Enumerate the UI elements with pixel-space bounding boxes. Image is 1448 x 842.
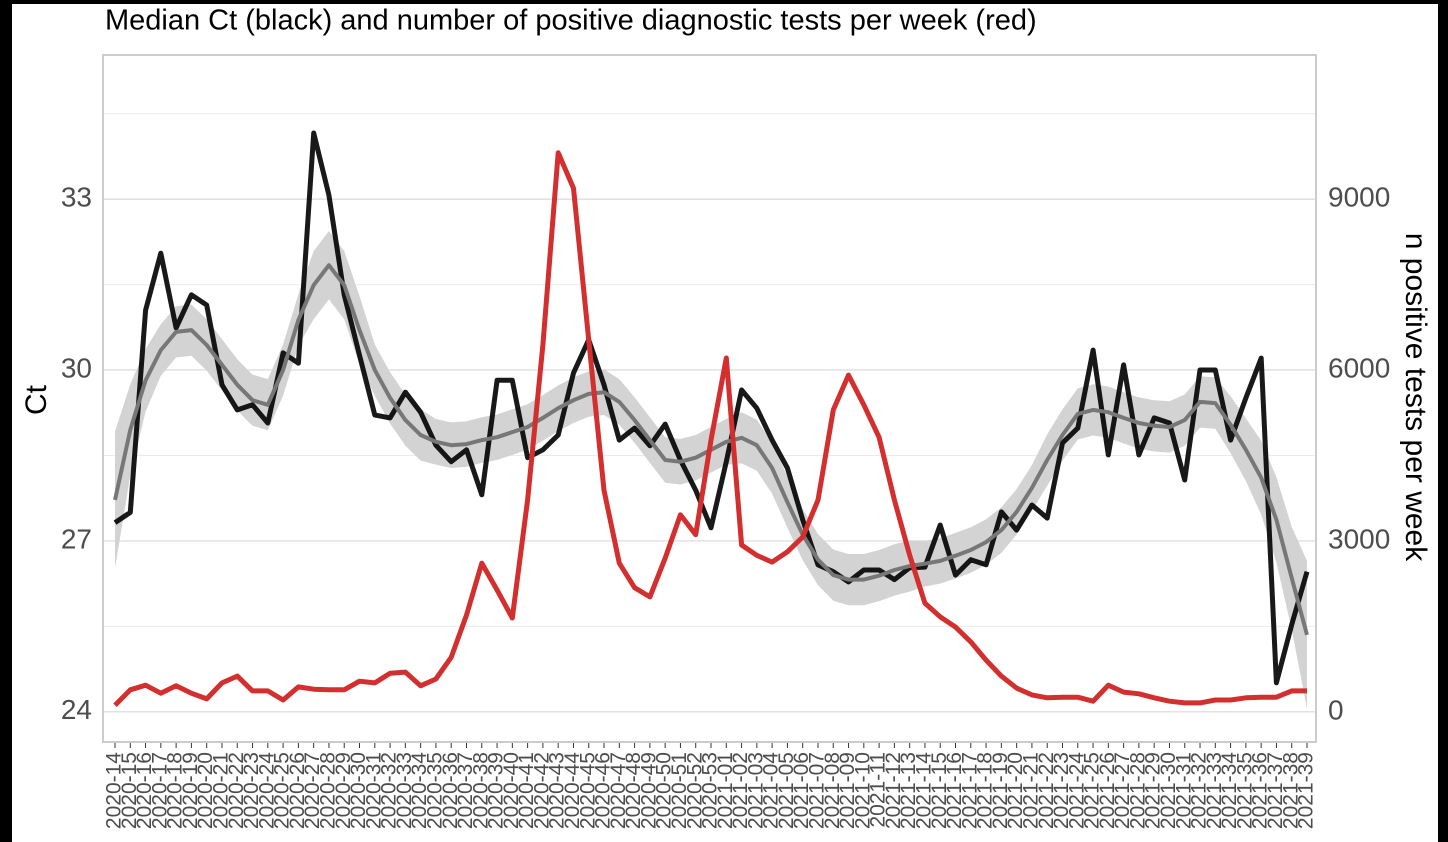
x-tick-label: 2020-43 xyxy=(546,752,569,829)
x-tick-label: 2021-09 xyxy=(836,752,859,829)
x-tick-label: 2020-48 xyxy=(622,752,645,829)
x-tick-label: 2020-26 xyxy=(286,752,309,829)
x-tick-label: 2021-03 xyxy=(744,752,767,829)
x-tick-label: 2021-29 xyxy=(1142,752,1165,829)
x-tick-label: 2021-22 xyxy=(1035,752,1058,829)
x-tick-label: 2021-37 xyxy=(1264,752,1287,829)
x-tick-label: 2021-07 xyxy=(806,752,829,829)
chart-title: Median Ct (black) and number of positive… xyxy=(105,5,1037,37)
data-line xyxy=(113,150,1307,707)
x-tick-label: 2021-33 xyxy=(1203,752,1226,829)
x-tick-label: 2021-35 xyxy=(1233,752,1256,829)
x-tick-label: 2020-50 xyxy=(653,752,676,829)
x-tick-label: 2021-38 xyxy=(1279,752,1302,829)
x-tick-label: 2021-04 xyxy=(760,752,783,829)
x-tick-label: 2021-17 xyxy=(958,752,981,829)
x-tick-label: 2020-25 xyxy=(271,752,294,829)
x-tick-label: 2021-18 xyxy=(974,752,997,829)
x-tick-label: 2020-37 xyxy=(454,752,477,829)
x-tick-label: 2020-27 xyxy=(301,752,324,829)
x-tick-label: 2020-15 xyxy=(118,752,141,829)
x-tick-label: 2020-22 xyxy=(225,752,248,829)
x-tick-label: 2020-30 xyxy=(347,752,370,829)
x-tick-label: 2020-20 xyxy=(194,752,217,829)
x-tick-label: 2020-24 xyxy=(255,752,278,829)
x-tick-label: 2020-17 xyxy=(148,752,171,829)
y2-tick-label: 9000 xyxy=(1328,181,1390,212)
x-tick-label: 2021-15 xyxy=(928,752,951,829)
x-tick-label: 2021-08 xyxy=(821,752,844,829)
y2-axis-label: n positive tests per week xyxy=(1399,233,1432,562)
x-tick-label: 2021-34 xyxy=(1218,752,1241,829)
x-tick-label: 2021-20 xyxy=(1004,752,1027,829)
x-tick-label: 2021-11 xyxy=(867,752,890,828)
x-tick-label: 2020-38 xyxy=(469,752,492,829)
x-tick-label: 2021-30 xyxy=(1157,752,1180,829)
x-tick-label: 2021-05 xyxy=(775,752,798,829)
x-tick-label: 2020-32 xyxy=(378,752,401,829)
data-line xyxy=(113,130,1310,686)
y-tick-label: 33 xyxy=(61,182,92,213)
x-tick-label: 2020-47 xyxy=(607,752,630,829)
x-tick-label: 2021-14 xyxy=(912,752,935,829)
y-tick-label: 27 xyxy=(61,523,92,554)
x-tick-label: 2020-42 xyxy=(530,752,553,829)
x-tick-label: 2020-19 xyxy=(179,752,202,829)
x-tick-label: 2020-33 xyxy=(393,752,416,829)
y2-tick-label: 3000 xyxy=(1328,523,1390,554)
y2-tick-label: 0 xyxy=(1328,694,1344,725)
x-tick-label: 2021-19 xyxy=(989,752,1012,829)
x-tick-label: 2021-02 xyxy=(729,752,752,829)
x-tick-label: 2021-26 xyxy=(1096,752,1119,829)
x-tick-label: 2020-31 xyxy=(362,752,385,829)
x-tick-label: 2021-27 xyxy=(1111,752,1134,829)
x-tick-label: 2020-41 xyxy=(515,752,538,829)
x-tick-label: 2020-16 xyxy=(133,752,156,829)
x-tick-label: 2020-21 xyxy=(210,752,233,829)
x-tick-label: 2020-46 xyxy=(592,752,615,829)
x-tick-label: 2021-31 xyxy=(1172,752,1195,829)
x-tick-label: 2021-06 xyxy=(790,752,813,829)
x-tick-label: 2020-23 xyxy=(240,752,263,829)
x-tick-label: 2021-36 xyxy=(1249,752,1272,829)
y-tick-label: 30 xyxy=(61,352,92,383)
x-tick-label: 2020-39 xyxy=(485,752,508,829)
x-tick-label: 2021-01 xyxy=(714,752,737,829)
x-tick-label: 2020-40 xyxy=(500,752,523,829)
x-tick-label: 2020-14 xyxy=(103,752,126,829)
x-tick-label: 2020-36 xyxy=(439,752,462,829)
confidence-band xyxy=(115,231,1307,709)
x-tick-label: 2020-45 xyxy=(576,752,599,829)
y-tick-label: 24 xyxy=(61,694,92,725)
x-tick-label: 2021-32 xyxy=(1188,752,1211,829)
x-tick-label: 2021-23 xyxy=(1050,752,1073,829)
x-tick-label: 2020-44 xyxy=(561,752,584,829)
x-tick-label: 2021-24 xyxy=(1065,752,1088,829)
x-tick-label: 2020-52 xyxy=(683,752,706,829)
y2-tick-label: 6000 xyxy=(1328,352,1390,383)
y-axis-label: Ct xyxy=(20,384,53,415)
x-tick-label: 2021-13 xyxy=(897,752,920,829)
x-tick-label: 2020-18 xyxy=(164,752,187,829)
x-tick-label: 2020-35 xyxy=(423,752,446,829)
x-tick-label: 2021-16 xyxy=(943,752,966,829)
x-tick-label: 2020-51 xyxy=(668,752,691,829)
x-tick-label: 2020-49 xyxy=(637,752,660,829)
plot-border xyxy=(102,54,1317,743)
x-tick-label: 2021-28 xyxy=(1126,752,1149,829)
x-tick-label: 2021-21 xyxy=(1019,752,1042,829)
x-tick-label: 2020-53 xyxy=(699,752,722,829)
x-tick-label: 2021-25 xyxy=(1081,752,1104,829)
x-tick-label: 2020-34 xyxy=(408,752,431,829)
x-tick-label: 2021-12 xyxy=(882,752,905,829)
x-tick-label: 2021-39 xyxy=(1295,752,1318,829)
x-tick-label: 2020-29 xyxy=(332,752,355,829)
x-tick-label: 2021-10 xyxy=(851,752,874,829)
x-tick-label: 2020-28 xyxy=(316,752,339,829)
